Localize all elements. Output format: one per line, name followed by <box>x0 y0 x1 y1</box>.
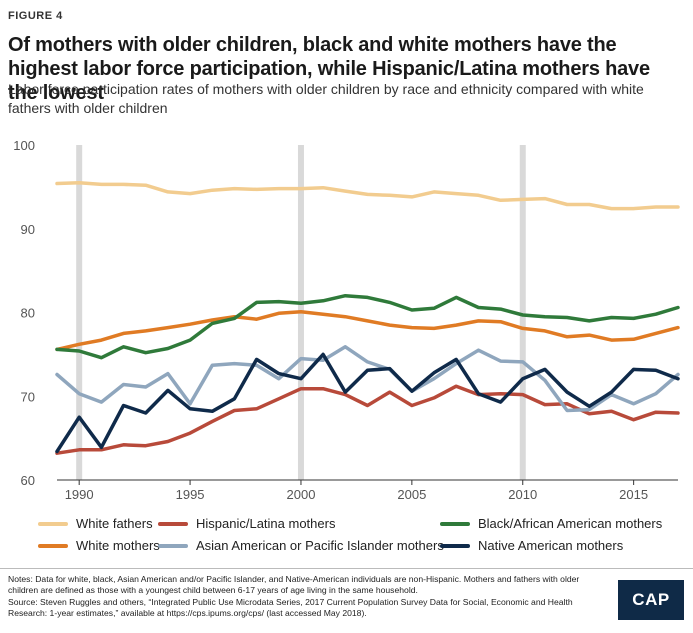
y-tick-label: 90 <box>21 222 35 237</box>
divider <box>0 568 693 569</box>
x-tick-label: 2015 <box>619 487 648 500</box>
legend-label: Hispanic/Latina mothers <box>196 516 336 531</box>
legend-label: White fathers <box>76 516 153 531</box>
series-line-0 <box>55 180 680 211</box>
x-tick-label: 2000 <box>287 487 316 500</box>
series-line-5 <box>55 352 680 454</box>
x-tick-label: 2010 <box>508 487 537 500</box>
line-chart: 60 70 80 90 100 1990 1995 2000 2005 2010 2015 <box>13 138 680 500</box>
legend-item-black-mothers: Black/African American mothers <box>440 516 662 531</box>
legend-swatch <box>158 543 188 548</box>
figure-label: FIGURE 4 <box>8 10 63 22</box>
legend-label: Native American mothers <box>478 538 624 553</box>
legend-item-asian-mothers: Asian American or Pacific Islander mothe… <box>158 538 444 553</box>
y-tick-label: 80 <box>21 306 35 321</box>
legend-label: Black/African American mothers <box>478 516 663 531</box>
notes-block: Notes: Data for white, black, Asian Amer… <box>8 574 608 619</box>
series-line-3 <box>55 345 680 413</box>
legend-label: White mothers <box>76 538 160 553</box>
chart-legend: White fathers Hispanic/Latina mothers Bl… <box>0 510 693 560</box>
legend-item-white-mothers: White mothers <box>38 538 160 553</box>
series-line-2 <box>55 384 680 455</box>
y-tick-label: 100 <box>13 138 35 153</box>
legend-swatch <box>158 521 188 526</box>
chart-subtitle: Labor force participation rates of mothe… <box>8 81 644 116</box>
chart-title: Of mothers with older children, black an… <box>8 34 650 104</box>
series-line-1 <box>55 309 680 352</box>
x-tick-label: 1995 <box>176 487 205 500</box>
x-tick-label: 1990 <box>65 487 94 500</box>
recession-bar-1990 <box>76 145 83 480</box>
y-tick-label: 60 <box>21 473 35 488</box>
legend-swatch <box>440 543 470 548</box>
legend-swatch <box>38 521 68 526</box>
legend-item-white-fathers: White fathers <box>38 516 153 531</box>
source-text: Source: Steven Ruggles and others, “Inte… <box>8 596 573 618</box>
recession-bar-2010 <box>519 145 526 480</box>
legend-item-hispanic-mothers: Hispanic/Latina mothers <box>158 516 335 531</box>
series-line-4 <box>55 293 680 360</box>
cap-logo: CAP <box>618 580 684 620</box>
y-tick-label: 70 <box>21 389 35 404</box>
x-tick-label: 2005 <box>397 487 426 500</box>
legend-swatch <box>440 521 470 526</box>
legend-swatch <box>38 543 68 548</box>
legend-label: Asian American or Pacific Islander mothe… <box>196 538 444 553</box>
legend-item-native-mothers: Native American mothers <box>440 538 623 553</box>
notes-text: Notes: Data for white, black, Asian Amer… <box>8 574 580 596</box>
